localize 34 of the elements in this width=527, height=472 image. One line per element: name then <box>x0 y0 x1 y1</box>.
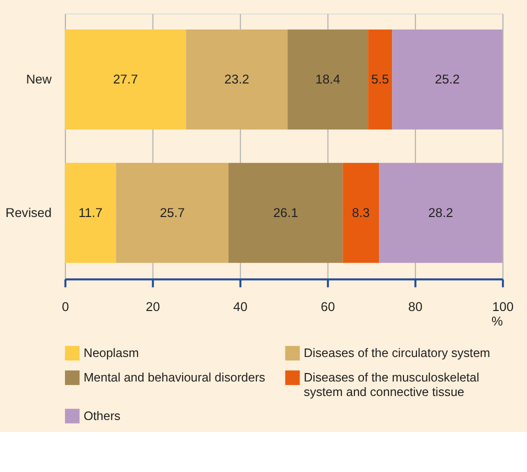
bar <box>288 29 368 130</box>
bar <box>342 162 380 263</box>
x-tick-label: 100 <box>492 298 514 314</box>
y-tick-label: New <box>26 71 52 86</box>
data-label: 27.7 <box>113 71 138 86</box>
x-tick-label: 60 <box>320 298 335 314</box>
data-label: 11.7 <box>78 204 102 220</box>
bar <box>392 29 502 130</box>
x-tick-label: 40 <box>233 298 248 314</box>
data-label: 23.2 <box>224 71 250 86</box>
bar <box>186 29 288 130</box>
data-label: 26.1 <box>273 204 298 220</box>
bar <box>116 162 229 263</box>
x-tick-label: 80 <box>408 298 423 314</box>
data-label: 8.3 <box>352 204 370 220</box>
x-axis-title: % <box>492 314 503 329</box>
bar <box>379 162 502 263</box>
x-tick-label: 20 <box>146 298 160 314</box>
data-label: 25.2 <box>434 71 460 86</box>
bar <box>228 162 343 263</box>
bar <box>64 162 116 263</box>
bar <box>368 29 392 130</box>
bar <box>64 29 186 130</box>
legend-label: Others <box>84 409 120 424</box>
legend-label: Diseases of the circulatory system <box>304 346 490 360</box>
legend-label: Diseases of the musculoskeletal system and connective tissue <box>304 370 480 399</box>
x-tick-label: 0 <box>62 298 69 314</box>
data-label: 5.5 <box>371 71 390 86</box>
data-label: 18.4 <box>315 71 340 86</box>
y-tick-label: Revised <box>5 204 52 220</box>
data-label: 25.7 <box>160 204 185 220</box>
legend-label: Neoplasm <box>84 346 139 360</box>
legend-label: Mental and behavioural disorders <box>84 370 266 385</box>
data-label: 28.2 <box>428 204 454 220</box>
